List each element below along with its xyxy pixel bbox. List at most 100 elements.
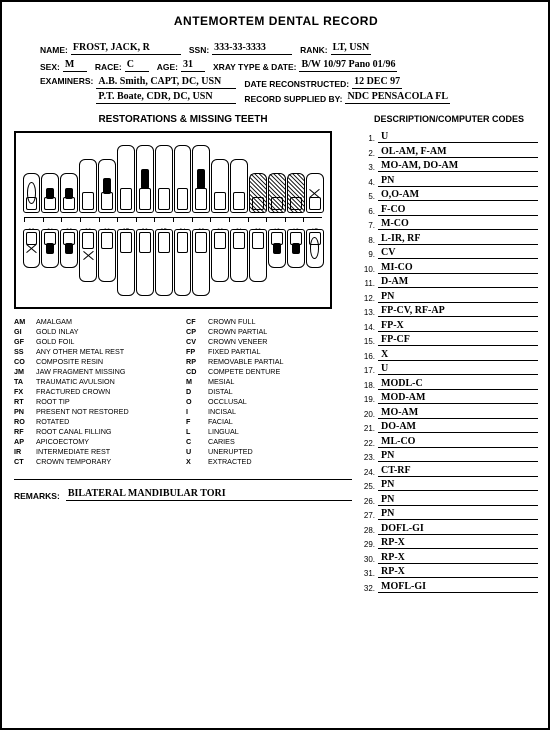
name-value: FROST, JACK, R bbox=[71, 42, 181, 55]
code-row: 31.RP-X bbox=[360, 565, 538, 578]
sex-value: M bbox=[63, 59, 87, 72]
tooth bbox=[268, 229, 286, 268]
examiners-label: EXAMINERS: bbox=[40, 76, 93, 86]
tooth bbox=[249, 173, 267, 213]
legend-item: CVCROWN VENEER bbox=[186, 337, 352, 347]
rank-value: LT, USN bbox=[331, 42, 372, 55]
legend-item: RFROOT CANAL FILLING bbox=[14, 427, 180, 437]
legend-item: FXFRACTURED CROWN bbox=[14, 387, 180, 397]
legend-item: JMJAW FRAGMENT MISSING bbox=[14, 367, 180, 377]
tooth bbox=[136, 229, 154, 296]
legend-item: RPREMOVABLE PARTIAL bbox=[186, 357, 352, 367]
legend-item: SSANY OTHER METAL REST bbox=[14, 347, 180, 357]
examiner-2: P.T. Boate, CDR, DC, USN bbox=[96, 91, 236, 104]
tooth bbox=[98, 229, 116, 282]
supplied-label: RECORD SUPPLIED BY: bbox=[244, 94, 342, 104]
age-value: 31 bbox=[181, 59, 205, 72]
code-row: 9.CV bbox=[360, 246, 538, 259]
code-row: 16.X bbox=[360, 348, 538, 361]
code-row: 2.OL-AM, F-AM bbox=[360, 145, 538, 158]
tooth bbox=[23, 229, 41, 268]
tooth bbox=[41, 229, 59, 268]
tooth bbox=[211, 159, 229, 213]
tooth bbox=[155, 145, 173, 213]
codes-heading: DESCRIPTION/COMPUTER CODES bbox=[360, 114, 538, 124]
legend-item: GIGOLD INLAY bbox=[14, 327, 180, 337]
legend-item: OOCCLUSAL bbox=[186, 397, 352, 407]
age-label: AGE: bbox=[157, 62, 178, 72]
code-row: 32.MOFL-GI bbox=[360, 580, 538, 593]
date-recon-value: 12 DEC 97 bbox=[352, 76, 402, 89]
supplied-value: NDC PENSACOLA FL bbox=[345, 91, 450, 104]
date-recon-label: DATE RECONSTRUCTED: bbox=[244, 79, 349, 89]
code-row: 6.F-CO bbox=[360, 203, 538, 216]
code-row: 23.PN bbox=[360, 449, 538, 462]
code-row: 21.DO-AM bbox=[360, 420, 538, 433]
legend-item: TATRAUMATIC AVULSION bbox=[14, 377, 180, 387]
tooth bbox=[117, 145, 135, 213]
code-row: 12.PN bbox=[360, 290, 538, 303]
code-row: 13.FP-CV, RF-AP bbox=[360, 304, 538, 317]
tooth bbox=[211, 229, 229, 282]
tooth bbox=[60, 229, 78, 268]
name-label: NAME: bbox=[40, 45, 68, 55]
code-row: 24.CT-RF bbox=[360, 464, 538, 477]
legend-item: XEXTRACTED bbox=[186, 457, 352, 467]
upper-arch bbox=[22, 141, 324, 213]
legend-item: CTCROWN TEMPORARY bbox=[14, 457, 180, 467]
tooth bbox=[79, 229, 97, 282]
tooth bbox=[249, 229, 267, 282]
code-row: 20.MO-AM bbox=[360, 406, 538, 419]
legend-item: ROROTATED bbox=[14, 417, 180, 427]
sex-label: SEX: bbox=[40, 62, 60, 72]
legend-item: AMAMALGAM bbox=[14, 317, 180, 327]
legend-item: IRINTERMEDIATE REST bbox=[14, 447, 180, 457]
tooth bbox=[136, 145, 154, 213]
code-row: 22.ML-CO bbox=[360, 435, 538, 448]
tooth bbox=[192, 145, 210, 213]
code-row: 5.O,O-AM bbox=[360, 188, 538, 201]
tooth bbox=[230, 229, 248, 282]
code-row: 17.U bbox=[360, 362, 538, 375]
tooth bbox=[98, 159, 116, 213]
code-row: 18.MODL-C bbox=[360, 377, 538, 390]
code-row: 26.PN bbox=[360, 493, 538, 506]
restorations-heading: RESTORATIONS & MISSING TEETH bbox=[14, 114, 352, 125]
xray-value: B/W 10/97 Pano 01/96 bbox=[299, 59, 397, 72]
tooth bbox=[155, 229, 173, 296]
tooth bbox=[79, 159, 97, 213]
legend-item: DDISTAL bbox=[186, 387, 352, 397]
remarks-label: REMARKS: bbox=[14, 491, 60, 501]
remarks-row: REMARKS: BILATERAL MANDIBULAR TORI bbox=[14, 479, 352, 501]
legend-item: FFACIAL bbox=[186, 417, 352, 427]
code-row: 8.L-IR, RF bbox=[360, 232, 538, 245]
ssn-value: 333-33-3333 bbox=[212, 42, 292, 55]
race-value: C bbox=[125, 59, 149, 72]
legend-item: APAPICOECTOMY bbox=[14, 437, 180, 447]
tooth bbox=[60, 173, 78, 213]
tooth bbox=[230, 159, 248, 213]
code-row: 14.FP-X bbox=[360, 319, 538, 332]
remarks-value: BILATERAL MANDIBULAR TORI bbox=[66, 488, 352, 501]
legend-item: RTROOT TIP bbox=[14, 397, 180, 407]
page-title: ANTEMORTEM DENTAL RECORD bbox=[14, 14, 538, 28]
legend-item: LLINGUAL bbox=[186, 427, 352, 437]
legend-item: IINCISAL bbox=[186, 407, 352, 417]
ssn-label: SSN: bbox=[189, 45, 209, 55]
code-row: 28.DOFL-GI bbox=[360, 522, 538, 535]
code-row: 30.RP-X bbox=[360, 551, 538, 564]
code-row: 15.FP-CF bbox=[360, 333, 538, 346]
code-row: 27.PN bbox=[360, 507, 538, 520]
legend-item: GFGOLD FOIL bbox=[14, 337, 180, 347]
tooth bbox=[192, 229, 210, 296]
legend-item: CCARIES bbox=[186, 437, 352, 447]
tooth bbox=[174, 145, 192, 213]
xray-label: XRAY TYPE & DATE: bbox=[213, 62, 296, 72]
lower-arch bbox=[22, 229, 324, 299]
code-row: 10.MI-CO bbox=[360, 261, 538, 274]
dental-chart: 32313029282726252423222120191817 bbox=[14, 131, 332, 309]
race-label: RACE: bbox=[95, 62, 122, 72]
tooth bbox=[41, 173, 59, 213]
legend-item: PNPRESENT NOT RESTORED bbox=[14, 407, 180, 417]
code-list: 1.U2.OL-AM, F-AM3.MO-AM, DO-AM4.PN5.O,O-… bbox=[360, 130, 538, 593]
